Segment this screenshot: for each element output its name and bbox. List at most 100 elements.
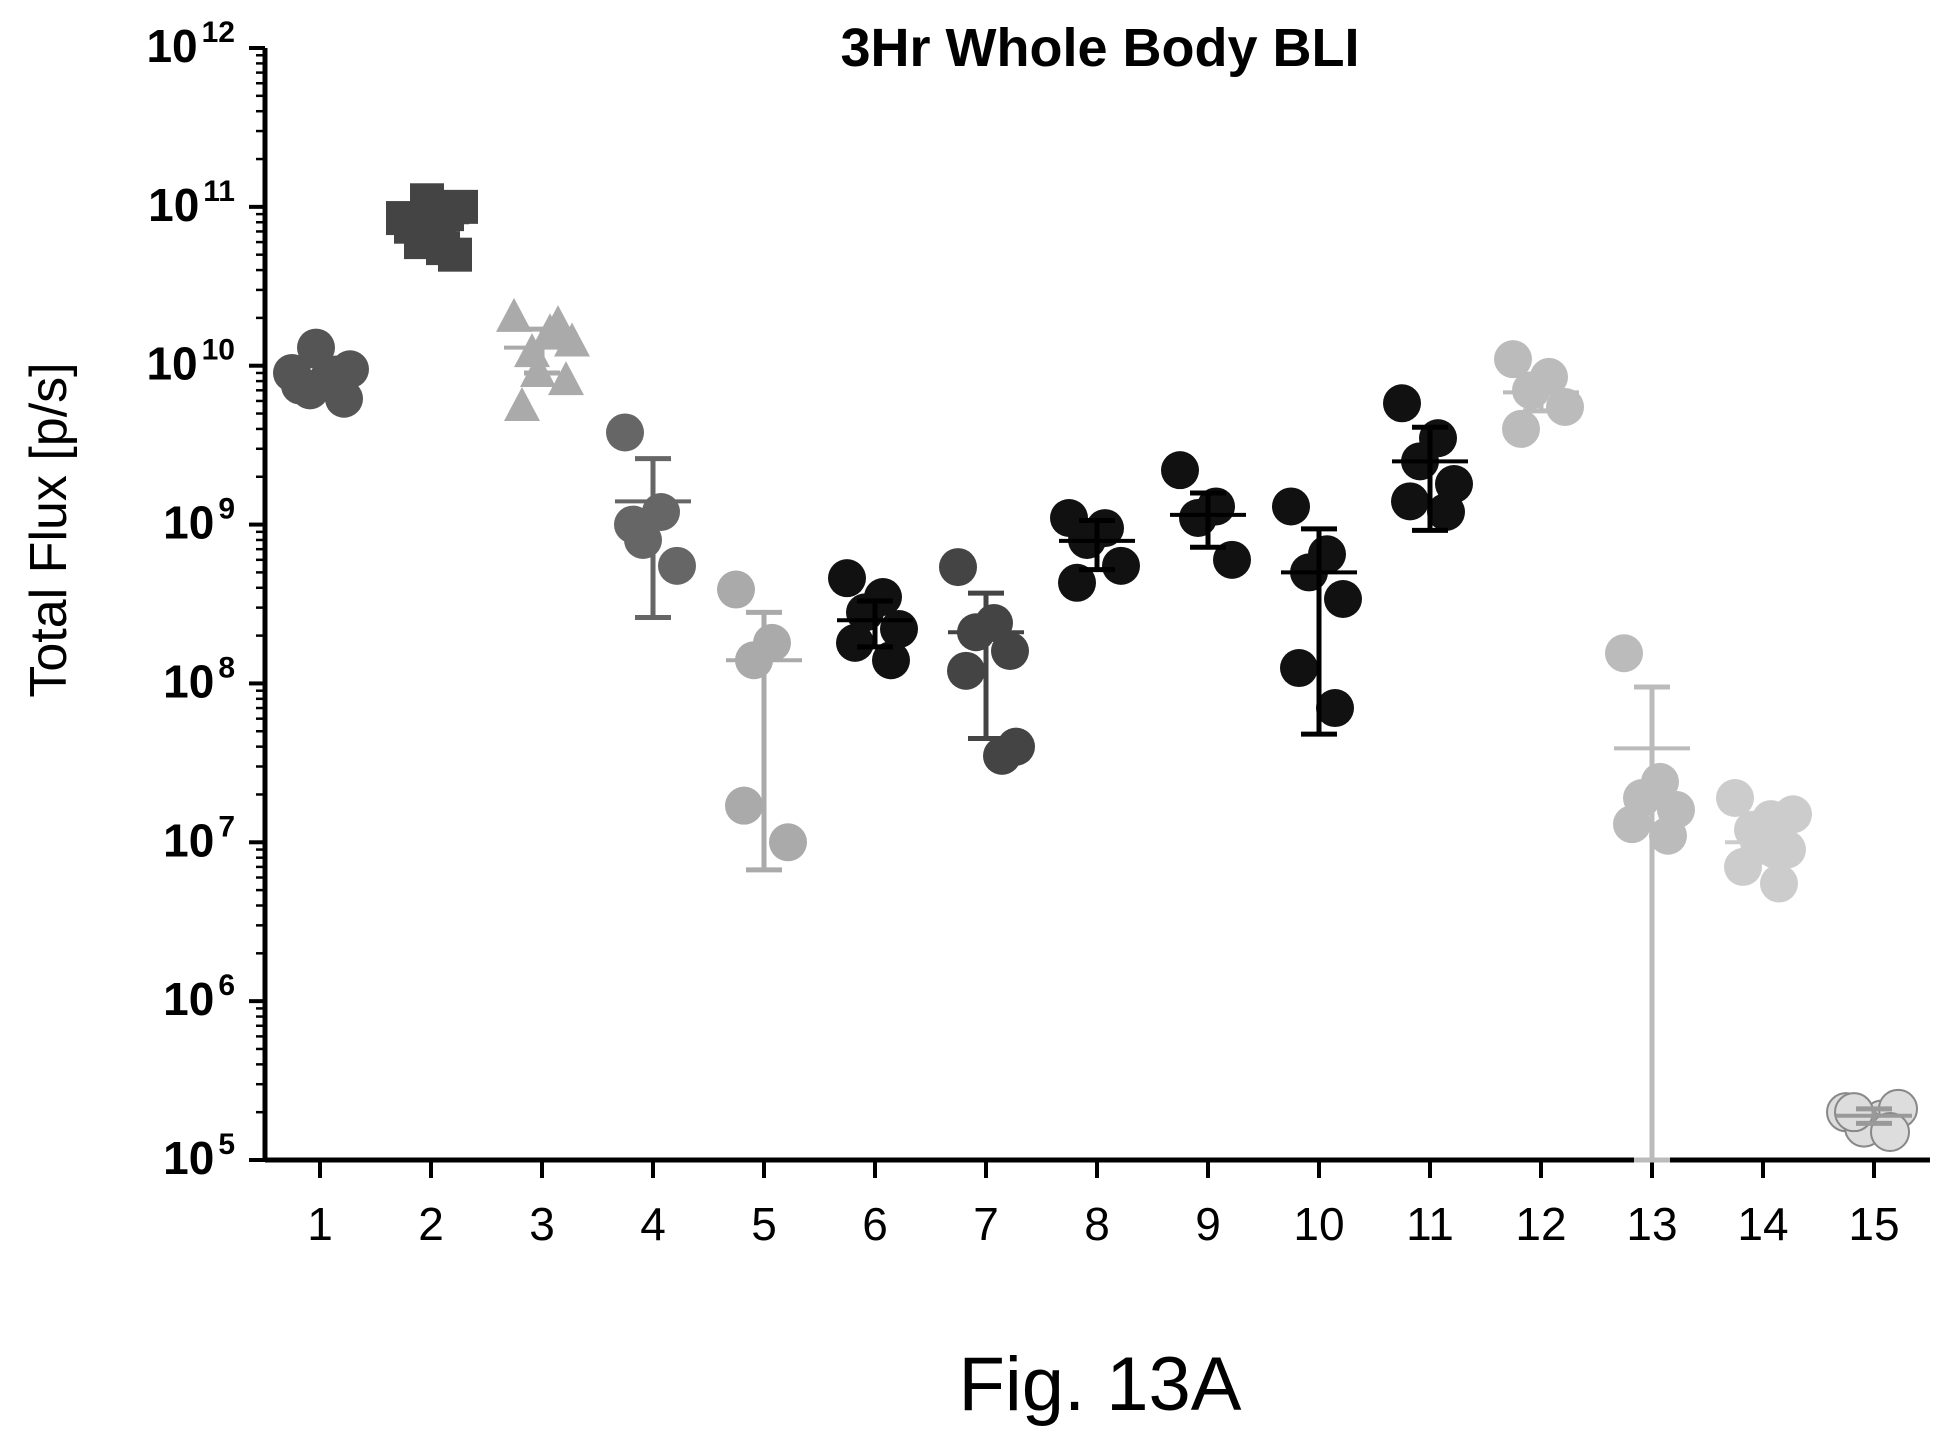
y-tick-base: 10 [163, 814, 214, 866]
data-point [997, 727, 1035, 766]
series-group [273, 328, 369, 418]
data-point [331, 350, 369, 389]
data-point [1427, 492, 1465, 531]
data-point [1316, 689, 1354, 728]
series-group [386, 183, 478, 272]
data-point [1605, 634, 1643, 673]
series-group [1826, 1088, 1918, 1153]
data-point [614, 505, 652, 544]
data-point [444, 189, 478, 224]
data-point [725, 786, 763, 825]
data-point [1391, 482, 1429, 521]
data-point [717, 570, 755, 609]
data-point [496, 297, 532, 332]
data-point [1502, 409, 1540, 448]
data-point [548, 361, 584, 396]
data-point [658, 546, 696, 585]
data-point [606, 413, 644, 452]
data-point [1494, 340, 1532, 379]
x-tick-label: 6 [862, 1198, 888, 1250]
figure-caption: Fig. 13A [958, 1342, 1241, 1427]
y-tick-label: 10 7 [163, 810, 235, 866]
y-tick-label: 10 6 [163, 969, 235, 1025]
y-tick-exponent: 5 [218, 1128, 235, 1161]
data-point [1546, 387, 1584, 426]
x-tick-label: 10 [1293, 1198, 1344, 1250]
data-point [1760, 864, 1798, 903]
data-point [297, 328, 335, 367]
series-group [606, 413, 696, 621]
x-tick-label: 13 [1626, 1198, 1677, 1250]
y-tick-label: 10 5 [163, 1128, 235, 1184]
data-point [828, 559, 866, 598]
series-group [1161, 451, 1251, 579]
data-point [947, 651, 985, 690]
x-tick-label: 15 [1848, 1198, 1899, 1250]
x-tick-label: 12 [1515, 1198, 1566, 1250]
data-point [520, 352, 556, 387]
y-tick-base: 10 [148, 179, 199, 231]
x-tick-label: 8 [1084, 1198, 1110, 1250]
x-tick-label: 4 [640, 1198, 666, 1250]
data-point [1161, 451, 1199, 490]
series-group [717, 570, 807, 873]
x-tick-label: 1 [307, 1198, 333, 1250]
series-group [939, 548, 1035, 775]
y-tick-label: 10 12 [146, 16, 235, 72]
y-tick-base: 10 [163, 973, 214, 1025]
data-point [991, 632, 1029, 671]
data-point [1613, 805, 1651, 844]
x-tick-label: 5 [751, 1198, 777, 1250]
y-tick-exponent: 7 [218, 810, 235, 843]
series-group [1494, 340, 1584, 448]
y-tick-base: 10 [163, 1132, 214, 1184]
x-tick-label: 7 [973, 1198, 999, 1250]
data-marks [273, 183, 1918, 1163]
y-tick-exponent: 12 [202, 16, 235, 49]
axes [249, 46, 1930, 1178]
data-point [1870, 1112, 1910, 1153]
y-tick-label: 10 11 [148, 175, 235, 231]
data-point [1774, 795, 1812, 834]
x-tick-label: 14 [1737, 1198, 1788, 1250]
data-point [1272, 487, 1310, 526]
y-tick-label: 10 8 [163, 651, 235, 707]
data-point [769, 823, 807, 862]
y-tick-label: 10 10 [146, 334, 235, 390]
y-tick-base: 10 [163, 497, 214, 549]
y-tick-base: 10 [146, 338, 197, 390]
x-tick-label: 9 [1195, 1198, 1221, 1250]
y-tick-exponent: 9 [218, 493, 235, 526]
data-point [1213, 540, 1251, 579]
series-group [1605, 634, 1695, 1163]
data-point [1179, 498, 1217, 537]
data-point [836, 623, 874, 662]
x-tick-label: 11 [1406, 1198, 1454, 1250]
series-group [1272, 487, 1362, 737]
data-point [1058, 563, 1096, 602]
series-group [1383, 384, 1473, 533]
y-tick-exponent: 6 [218, 969, 235, 1002]
x-tick-labels: 1 2 3 4 5 6 7 8 9 10 11 12 13 14 15 [307, 1198, 1899, 1250]
data-point [872, 641, 910, 680]
x-tick-label: 2 [418, 1198, 444, 1250]
y-tick-base: 10 [146, 20, 197, 72]
data-point [1102, 546, 1140, 585]
y-tick-exponent: 8 [218, 651, 235, 684]
y-tick-base: 10 [163, 655, 214, 707]
data-point [1280, 649, 1318, 688]
series-group [828, 559, 918, 680]
data-point [504, 386, 540, 421]
data-point [1649, 816, 1687, 855]
x-tick-label: 3 [529, 1198, 555, 1250]
y-tick-label: 10 9 [163, 493, 235, 549]
data-point [1716, 779, 1754, 818]
data-point [939, 548, 977, 587]
data-point [1324, 579, 1362, 618]
y-axis-label: Total Flux [p/s] [20, 362, 78, 697]
y-tick-exponent: 10 [202, 334, 235, 367]
y-tick-exponent: 11 [203, 175, 235, 208]
series-group [1716, 779, 1812, 903]
